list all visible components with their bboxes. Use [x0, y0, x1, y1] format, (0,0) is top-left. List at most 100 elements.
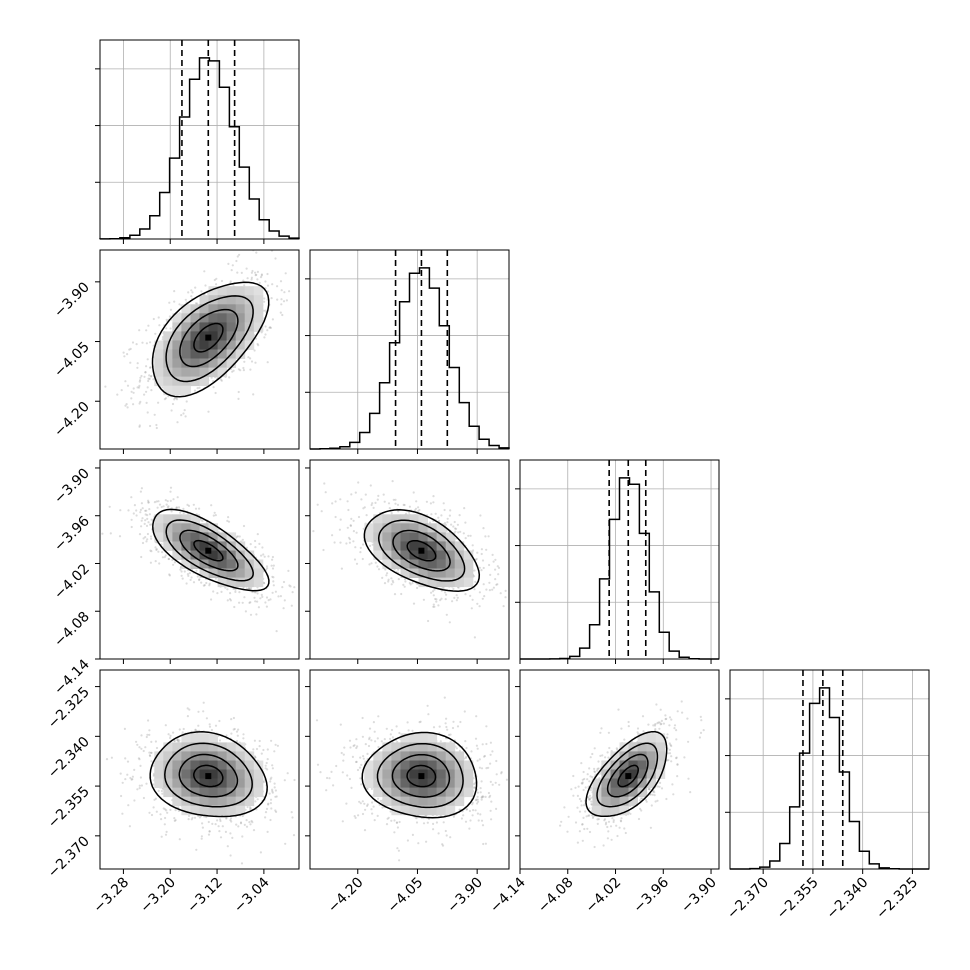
scatter-point	[480, 569, 483, 572]
density-cell	[181, 805, 191, 816]
density-cell	[199, 340, 209, 350]
scatter-point	[194, 729, 197, 732]
density-cell	[226, 769, 237, 779]
scatter-point	[408, 511, 411, 514]
density-cell	[199, 304, 209, 314]
scatter-point	[226, 519, 229, 523]
contour-line	[377, 519, 466, 582]
scatter-point	[178, 728, 181, 731]
histogram-panel-1	[95, 39, 300, 240]
density-cell	[427, 541, 438, 551]
scatter-point	[254, 546, 257, 549]
density-cell	[235, 568, 246, 578]
scatter-point	[254, 591, 257, 594]
scatter-point	[124, 404, 127, 407]
scatter-point	[169, 499, 172, 502]
scatter-point	[248, 821, 251, 824]
density-cell	[154, 340, 164, 350]
density-cell	[217, 559, 228, 569]
density-cell	[181, 367, 191, 378]
scatter-point	[267, 599, 270, 602]
scatter-point	[340, 567, 343, 570]
scatter-point	[123, 727, 126, 731]
scatter-point	[269, 778, 272, 781]
scatter-point	[248, 601, 251, 605]
scatter-point	[178, 838, 181, 841]
scatter-point	[203, 584, 206, 587]
density-cell	[199, 349, 209, 359]
scatter-point	[242, 369, 245, 372]
scatter-point	[483, 595, 486, 598]
scatter-point	[191, 291, 194, 294]
density-cell	[226, 778, 237, 788]
scatter-point	[306, 287, 308, 289]
scatter-point	[160, 505, 163, 509]
scatter-point	[412, 491, 415, 494]
scatter-point	[147, 521, 150, 524]
scatter-point	[249, 543, 252, 546]
density-cell	[172, 349, 182, 359]
scatter-point	[229, 832, 232, 835]
scatter-point	[150, 740, 153, 744]
scatter-point	[253, 591, 256, 594]
scatter-point	[214, 724, 218, 727]
scatter-point	[464, 593, 467, 596]
scatter-point	[124, 757, 127, 760]
pair-panel-content	[105, 701, 296, 865]
scatter-point	[177, 806, 180, 809]
scatter-point	[200, 835, 203, 838]
scatter-point	[266, 284, 270, 287]
scatter-point	[489, 753, 492, 756]
scatter-point	[194, 286, 197, 289]
scatter-point	[119, 772, 122, 775]
scatter-point	[432, 603, 435, 606]
scatter-point	[229, 592, 232, 595]
scatter-point	[156, 506, 159, 509]
scatter-point	[140, 525, 143, 528]
density-cell	[235, 322, 246, 332]
scatter-point	[463, 507, 466, 510]
scatter-point	[139, 776, 142, 779]
scatter-point	[237, 397, 240, 400]
scatter-point	[422, 598, 425, 601]
scatter-point	[136, 788, 139, 791]
scatter-point	[478, 766, 481, 769]
scatter-point	[225, 816, 228, 819]
scatter-point	[452, 720, 455, 723]
scatter-point	[166, 506, 169, 509]
scatter-point	[212, 380, 215, 383]
scatter-point	[473, 782, 476, 786]
scatter-point	[145, 342, 148, 345]
scatter-point	[229, 817, 233, 820]
scatter-point	[443, 508, 446, 512]
scatter-point	[126, 760, 130, 763]
scatter-point	[185, 582, 188, 585]
scatter-point	[473, 569, 476, 572]
scatter-point	[177, 739, 180, 742]
scatter-point	[213, 278, 216, 282]
scatter-point	[202, 710, 205, 713]
scatter-point	[455, 594, 458, 597]
scatter-point	[403, 503, 406, 507]
density-cell	[463, 568, 474, 578]
density-cell	[253, 778, 264, 788]
scatter-point	[488, 563, 491, 567]
scatter-point	[231, 836, 234, 840]
scatter-point	[489, 741, 492, 744]
density-cell	[235, 787, 246, 798]
density-cell	[190, 778, 200, 788]
scatter-point	[264, 309, 267, 312]
scatter-point	[214, 514, 217, 517]
scatter-point	[467, 534, 470, 537]
density-cell	[172, 787, 182, 798]
scatter-point	[484, 842, 487, 845]
scatter-point	[147, 377, 150, 380]
scatter-point	[127, 804, 130, 807]
scatter-point	[264, 325, 267, 328]
scatter-point	[266, 567, 269, 570]
scatter-point	[281, 586, 284, 589]
density-cell	[181, 304, 191, 314]
density-cell	[217, 304, 228, 314]
scatter-point	[269, 798, 273, 801]
scatter-point	[148, 811, 151, 814]
